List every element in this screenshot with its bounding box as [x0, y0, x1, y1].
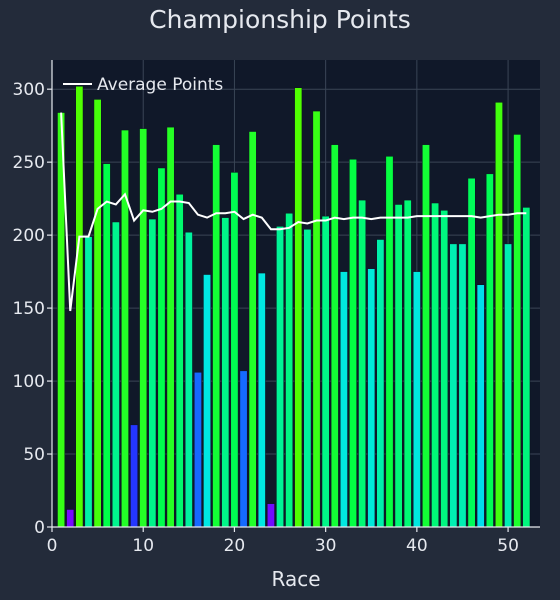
bar — [230, 172, 239, 528]
y-tick-label: 250 — [13, 153, 45, 173]
bar — [166, 126, 175, 528]
bar — [148, 218, 157, 528]
bar — [139, 128, 148, 528]
bar — [157, 167, 166, 528]
bar — [75, 86, 84, 528]
bar — [121, 129, 129, 528]
y-tick-label: 100 — [13, 372, 45, 392]
bar — [212, 144, 221, 528]
x-tick-label: 10 — [132, 536, 154, 556]
bar — [504, 243, 512, 528]
bar — [513, 134, 522, 528]
bar — [449, 243, 458, 528]
x-tick-label: 30 — [315, 536, 337, 556]
bar — [257, 272, 266, 528]
y-ticks: 0 50 100 150 200 250 300 — [13, 80, 52, 538]
bar — [276, 226, 284, 528]
bar — [367, 268, 376, 528]
bar — [485, 173, 494, 528]
bar — [495, 102, 503, 528]
y-tick-label: 300 — [13, 80, 45, 100]
bar — [321, 215, 330, 528]
bar — [422, 144, 430, 528]
bar — [522, 207, 531, 528]
bar — [412, 271, 421, 528]
x-tick-label: 20 — [224, 536, 246, 556]
bar — [349, 158, 357, 528]
chart-title: Championship Points — [149, 5, 411, 34]
bar — [184, 231, 193, 528]
bar — [458, 243, 467, 528]
bars — [57, 86, 531, 528]
bar — [267, 503, 275, 528]
bar — [294, 87, 303, 528]
bar — [84, 236, 93, 528]
y-tick-label: 50 — [23, 445, 45, 465]
bar — [303, 229, 312, 528]
bar — [111, 221, 120, 528]
bar — [385, 156, 394, 528]
x-tick-label: 0 — [47, 536, 58, 556]
x-tick-label: 50 — [497, 536, 519, 556]
bar — [221, 217, 230, 528]
bar — [66, 509, 75, 528]
legend-label: Average Points — [97, 75, 223, 95]
bar — [312, 110, 321, 528]
bar — [102, 163, 111, 528]
bar — [93, 99, 102, 528]
average-points-line — [60, 112, 527, 312]
x-axis-title: Race — [271, 567, 320, 591]
y-tick-label: 0 — [34, 518, 45, 538]
bar — [376, 239, 385, 528]
y-tick-label: 150 — [13, 299, 45, 319]
y-tick-label: 200 — [13, 226, 45, 246]
legend: Average Points — [63, 75, 223, 95]
bar — [403, 199, 412, 528]
bar — [130, 424, 138, 528]
bar — [248, 131, 257, 528]
bar — [467, 177, 476, 528]
bar — [358, 199, 367, 528]
x-tick-label: 40 — [406, 536, 428, 556]
bar — [194, 372, 202, 528]
bar — [394, 204, 403, 528]
bar — [175, 194, 184, 528]
bar — [330, 144, 339, 528]
bar — [440, 210, 449, 528]
bar — [431, 202, 440, 528]
bar — [285, 212, 294, 528]
bar — [339, 271, 348, 528]
bar — [239, 370, 248, 528]
x-ticks: 0 10 20 30 40 50 — [47, 527, 519, 556]
bar — [203, 274, 211, 528]
bar — [476, 284, 485, 528]
